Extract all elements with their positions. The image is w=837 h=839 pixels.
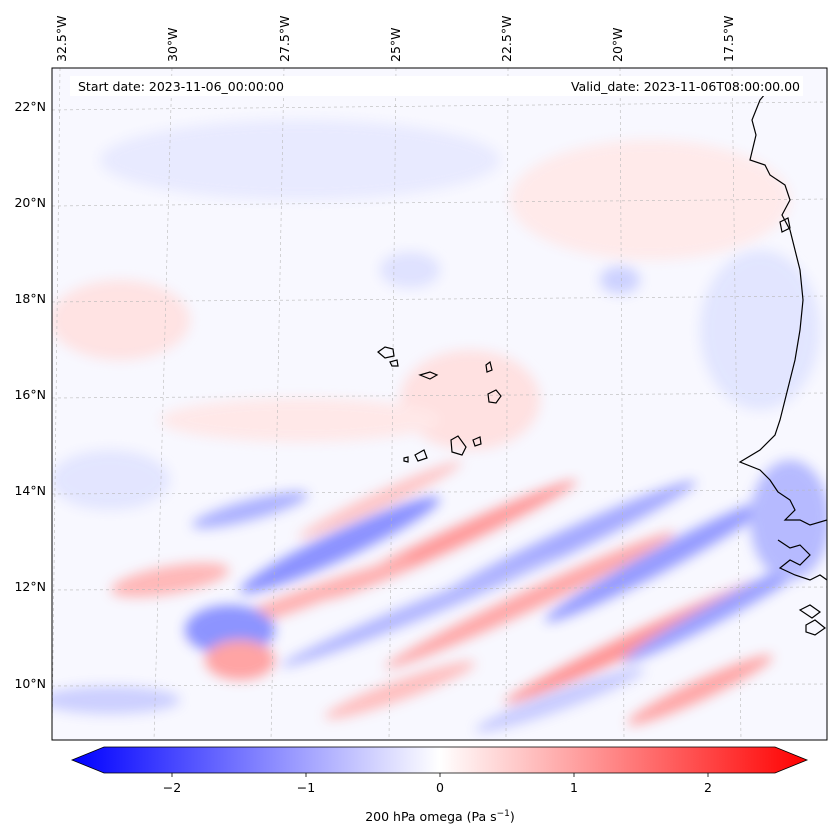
map-frame [51, 67, 828, 741]
colorbar-bar [70, 746, 809, 774]
colorbar-tick-label: 0 [436, 780, 444, 795]
colorbar-tick-label: 2 [704, 780, 712, 795]
lat-label: 10°N [14, 676, 46, 691]
start-date-label: Start date: 2023-11-06_00:00:00 [78, 79, 284, 94]
colorbar-tick-label: −1 [297, 780, 315, 795]
lat-label: 22°N [14, 99, 46, 114]
lat-label: 12°N [14, 579, 46, 594]
lon-label: 30°W [165, 27, 180, 62]
colorbar-tick-labels: −2 −1 0 1 2 [163, 780, 712, 795]
colorbar-label-end: ) [510, 809, 515, 824]
lat-label: 18°N [14, 291, 46, 306]
longitude-labels: 32.5°W 30°W 27.5°W 25°W 22.5°W 20°W 17.5… [54, 16, 736, 62]
date-header [70, 76, 803, 96]
colorbar-label: 200 hPa omega (Pa s−1) [365, 809, 515, 824]
lon-label: 25°W [388, 27, 403, 62]
lon-label: 22.5°W [499, 16, 514, 62]
colorbar-ticks [171, 773, 709, 777]
lat-label: 14°N [14, 483, 46, 498]
colorbar-label-sup: −1 [497, 809, 510, 819]
coastline [738, 87, 827, 636]
lon-label: 27.5°W [277, 16, 292, 62]
valid-date-label: Valid_date: 2023-11-06T08:00:00.00 [571, 79, 800, 94]
lon-label: 17.5°W [721, 16, 736, 62]
colorbar-label-main: 200 hPa omega (Pa s [365, 809, 496, 824]
lon-label: 32.5°W [54, 16, 69, 62]
lat-label: 20°N [14, 195, 46, 210]
colorbar: −2 −1 0 1 2 200 hPa omega (Pa s−1) [70, 746, 809, 824]
cape-verde-islands [377, 346, 502, 463]
lon-label: 20°W [610, 27, 625, 62]
colorbar-tick-label: −2 [163, 780, 181, 795]
colorbar-tick-label: 1 [570, 780, 578, 795]
latitude-labels: 22°N 20°N 18°N 16°N 14°N 12°N 10°N [14, 99, 46, 691]
lat-label: 16°N [14, 387, 46, 402]
graticule [52, 68, 827, 740]
omega-field [52, 120, 827, 733]
